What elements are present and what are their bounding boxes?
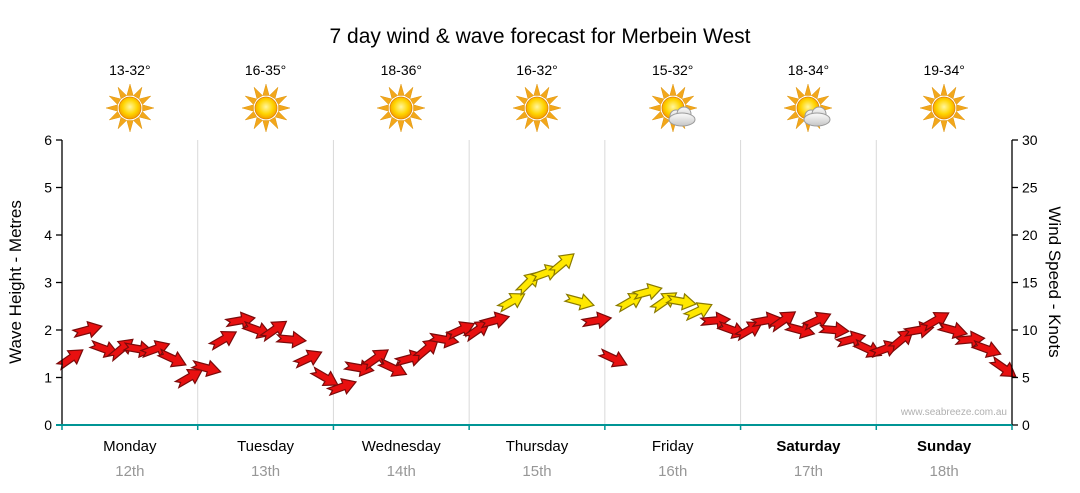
wind-arrow [478, 311, 511, 329]
right-axis-tick-label: 20 [1022, 227, 1038, 243]
wind-arrow [563, 293, 595, 311]
wind-arrow [71, 320, 103, 339]
wind-arrow [412, 338, 440, 363]
day-date-label: 13th [250, 463, 281, 480]
wind-arrow [190, 359, 222, 378]
wind-arrow [325, 377, 358, 397]
temperature-range: 13-32° [109, 62, 151, 78]
temperature-range: 18-36° [380, 62, 422, 78]
sun-icon [62, 82, 198, 134]
day-date-label: 17th [793, 463, 824, 480]
left-axis-tick-label: 0 [44, 417, 52, 433]
sun-cloud-icon [740, 82, 876, 134]
right-axis-tick-label: 5 [1022, 370, 1030, 386]
wind-arrow [275, 330, 308, 349]
wind-arrow [580, 311, 613, 330]
page-title: 7 day wind & wave forecast for Merbein W… [329, 25, 751, 48]
wind-arrow [936, 321, 969, 340]
day-name-label: Monday [103, 438, 157, 455]
wind-arrow [292, 349, 323, 369]
wind-arrow [496, 292, 526, 313]
right-axis-label: Wind Speed - Knots [1045, 206, 1064, 358]
temperature-range: 16-35° [244, 62, 287, 78]
left-axis-tick-label: 3 [44, 275, 52, 291]
left-axis-tick-label: 2 [44, 322, 52, 338]
sun-icon [333, 82, 469, 134]
left-axis-label: Wave Height - Metres [6, 200, 25, 364]
right-axis-tick-label: 10 [1022, 322, 1038, 338]
wind-arrow [851, 338, 883, 358]
sun-cloud-icon [605, 82, 741, 134]
wind-arrow [55, 349, 84, 371]
day-date-label: 18th [929, 463, 959, 480]
day-name-label: Friday [651, 438, 694, 455]
day-name-label: Saturday [776, 438, 841, 455]
right-axis-tick-label: 15 [1022, 275, 1038, 291]
wind-arrow [444, 321, 476, 341]
day-date-label: 15th [522, 463, 552, 480]
wind-arrow [207, 330, 238, 351]
temperature-range: 18-34° [787, 62, 830, 78]
day-date-label: 16th [658, 463, 688, 480]
sun-icon [198, 82, 334, 134]
wind-wave-chart: 0 1 2 3 4 5 6 0 5 10 15 20 25 30 [44, 132, 1038, 433]
day-name-label: Sunday [917, 438, 972, 455]
left-axis-tick-label: 1 [44, 370, 52, 386]
wind-arrow [682, 302, 713, 322]
temperature-range: 19-34° [923, 62, 965, 78]
wind-arrow [920, 311, 950, 332]
wind-arrow [156, 348, 187, 368]
left-axis-tick-label: 5 [44, 180, 52, 196]
wind-arrow [733, 321, 764, 342]
wind-arrow [547, 253, 575, 277]
wind-arrow [665, 292, 698, 311]
wind-arrow [309, 366, 339, 387]
wind-arrow [376, 357, 408, 377]
wind-arrow [597, 348, 628, 368]
day-name-label: Wednesday [361, 438, 441, 455]
wind-arrow [514, 271, 540, 297]
day-date-label: 12th [115, 463, 145, 480]
wind-arrow [631, 282, 663, 301]
temperature-range: 15-32° [652, 62, 694, 78]
wind-arrow [970, 339, 1002, 359]
temperature-range: 16-32° [516, 62, 558, 78]
watermark: www.seabreeze.com.au [900, 407, 1007, 418]
right-axis-tick-label: 0 [1022, 417, 1030, 433]
right-axis-tick-label: 25 [1022, 180, 1038, 196]
day-name-label: Thursday [505, 438, 569, 455]
left-axis-tick-label: 4 [44, 227, 52, 243]
right-axis-tick-label: 30 [1022, 132, 1038, 148]
wind-arrow [818, 321, 850, 340]
day-name-label: Tuesday [237, 438, 295, 455]
sun-icon [469, 82, 605, 134]
day-date-label: 14th [386, 463, 416, 480]
forecast-page: 7 day wind & wave forecast for Merbein W… [0, 18, 1080, 493]
wind-arrow [988, 355, 1017, 378]
sun-icon [876, 82, 1012, 134]
wind-arrow [173, 368, 204, 389]
left-axis-tick-label: 6 [44, 132, 52, 148]
